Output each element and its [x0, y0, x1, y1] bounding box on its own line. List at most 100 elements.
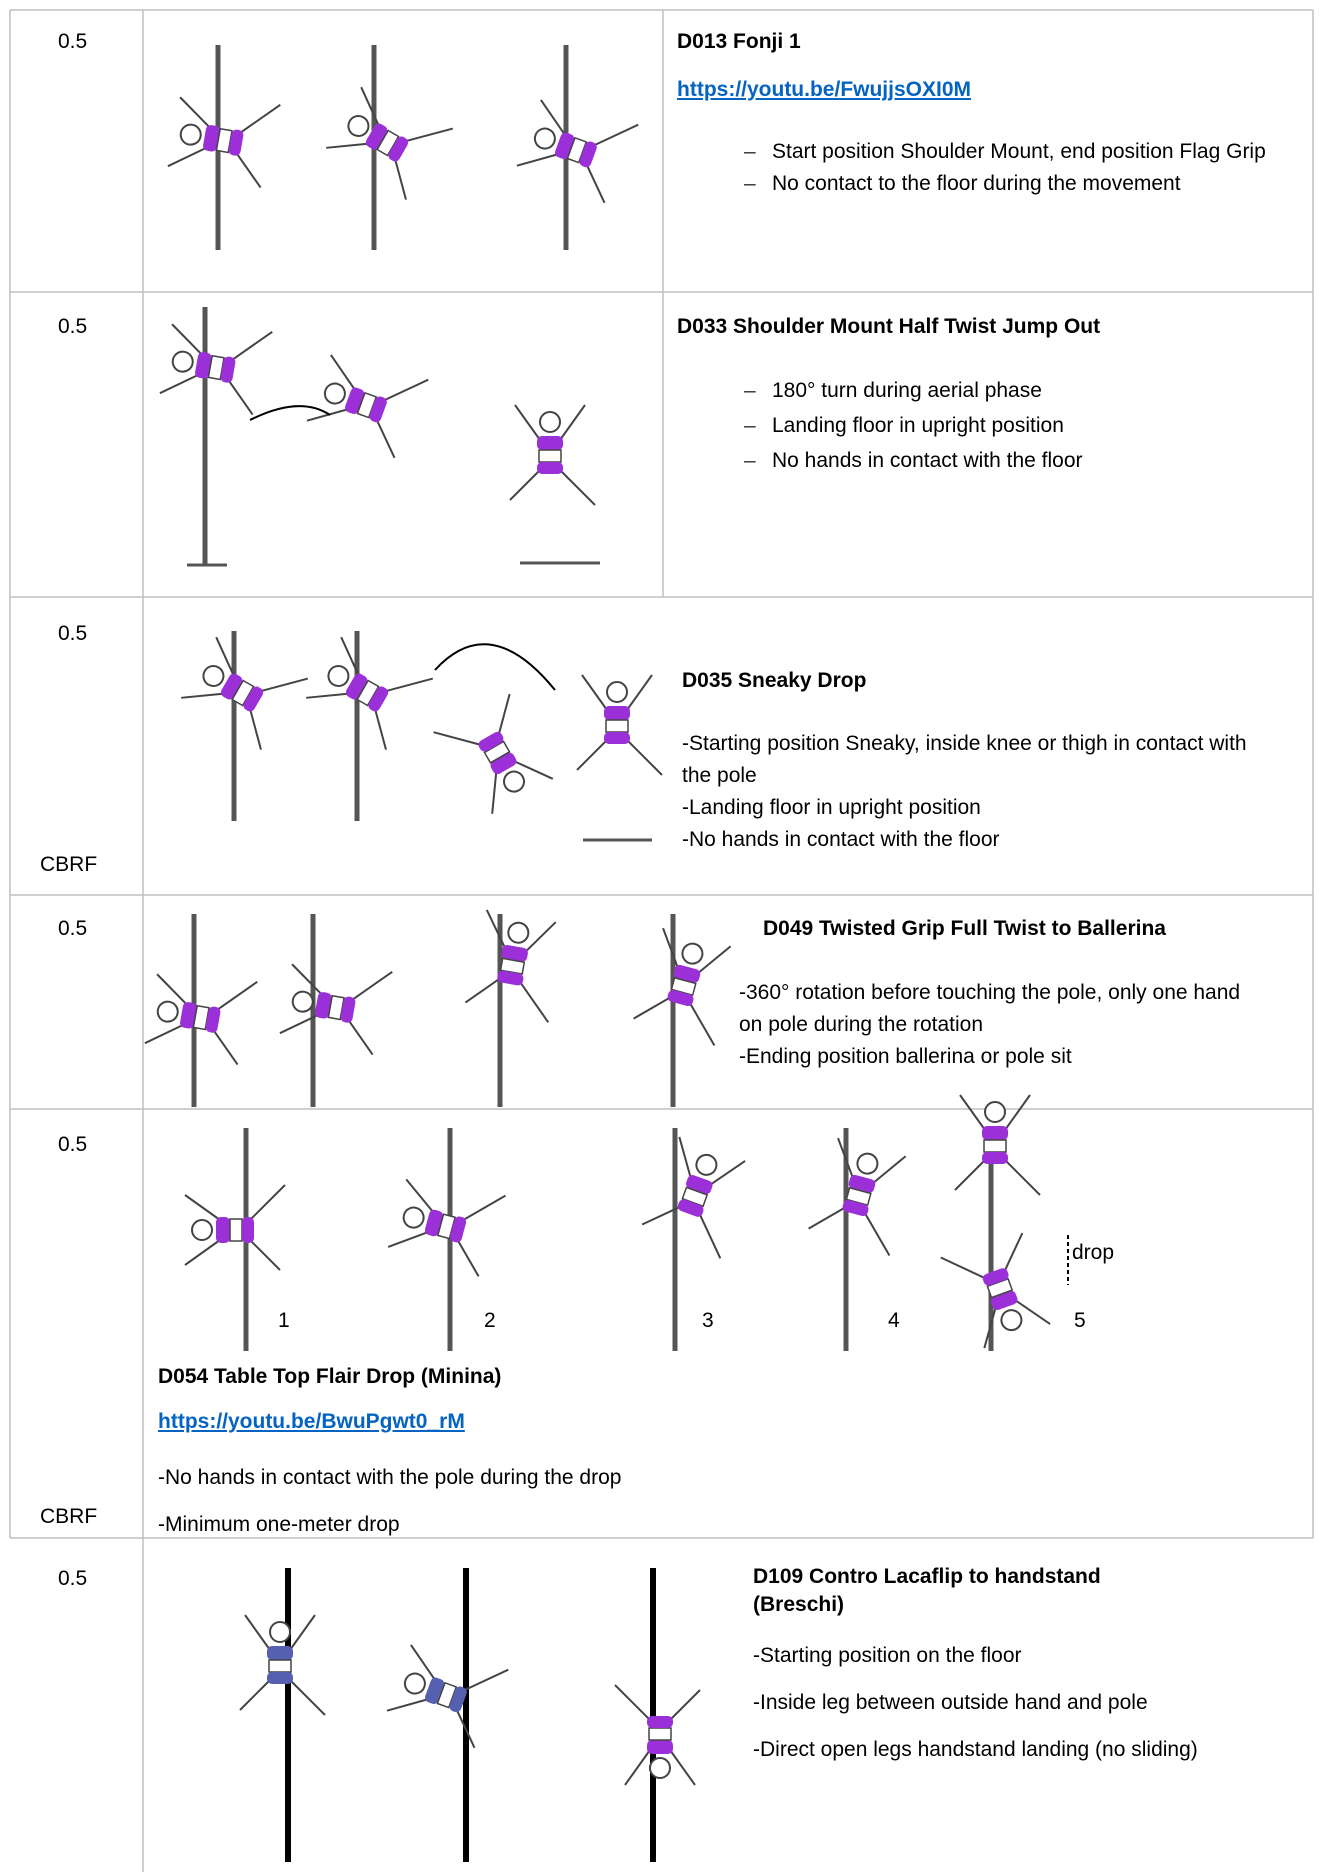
figure — [386, 1644, 509, 1749]
arrow — [434, 643, 556, 691]
score: 0.5 — [58, 30, 88, 53]
top — [345, 673, 368, 700]
figure — [516, 99, 639, 204]
top — [982, 1126, 1008, 1140]
figure — [306, 636, 434, 750]
limbs — [954, 1094, 1041, 1196]
torso — [986, 1277, 1014, 1299]
figure — [633, 927, 732, 1046]
head — [649, 1757, 671, 1779]
head — [984, 1101, 1006, 1123]
bottom — [579, 141, 597, 168]
head — [269, 1621, 291, 1643]
bottom — [243, 686, 264, 712]
head — [179, 123, 202, 146]
description: -Starting position on the floor -Inside … — [753, 1641, 1273, 1765]
limbs — [181, 636, 309, 750]
score: 0.5 — [58, 315, 88, 338]
head — [347, 115, 370, 137]
torso — [681, 1186, 709, 1208]
bottom — [842, 1200, 869, 1217]
figure — [159, 323, 273, 416]
figure — [641, 1136, 746, 1259]
top — [604, 706, 630, 720]
limbs — [614, 1684, 701, 1786]
figure — [433, 693, 554, 814]
line: -Minimum one-meter drop — [158, 1513, 400, 1536]
head — [291, 990, 314, 1013]
torso — [215, 127, 233, 154]
head — [856, 1152, 879, 1175]
torso — [483, 740, 511, 764]
figure — [279, 963, 393, 1056]
top — [220, 673, 243, 700]
head — [695, 1153, 718, 1176]
head — [507, 921, 530, 944]
torso — [538, 449, 562, 463]
line: -No hands in contact with the floor — [682, 828, 1000, 851]
bullet: Start position Shoulder Mount, end posit… — [744, 136, 1307, 168]
figure-label: drop — [1072, 1241, 1115, 1264]
top — [216, 1217, 230, 1243]
limbs — [808, 1137, 907, 1256]
head — [191, 1219, 213, 1241]
figure — [940, 1232, 1051, 1349]
limbs — [184, 1184, 286, 1271]
torso — [436, 1681, 458, 1709]
bottom — [497, 970, 524, 986]
move-title: D013 Fonji 1 — [677, 30, 801, 53]
figure-label: 1 — [278, 1309, 290, 1332]
head — [327, 665, 350, 687]
limbs — [306, 636, 434, 750]
bottom — [449, 1686, 467, 1713]
bottom — [267, 1672, 293, 1684]
head — [323, 382, 346, 405]
torso — [499, 957, 526, 975]
limbs — [641, 1136, 746, 1259]
move-title: D054 Table Top Flair Drop (Minina) — [158, 1365, 502, 1388]
bottom — [340, 996, 356, 1023]
limbs — [633, 927, 732, 1046]
video-link[interactable]: https://youtu.be/BwuPgwt0_rM — [158, 1410, 465, 1433]
limbs — [167, 96, 281, 189]
head — [202, 665, 225, 687]
score: 0.5 — [58, 1133, 88, 1156]
score: 0.5 — [58, 917, 88, 940]
line: -Starting position on the floor — [753, 1644, 1022, 1667]
bottom — [368, 686, 389, 712]
torso — [983, 1139, 1007, 1153]
bottom — [450, 1216, 467, 1243]
head — [503, 770, 525, 793]
figure-label: 2 — [484, 1309, 496, 1332]
top — [180, 1002, 197, 1029]
limbs — [387, 1178, 506, 1277]
bottom — [604, 732, 630, 744]
bottom — [205, 1006, 221, 1033]
figure — [184, 1184, 286, 1271]
torso — [356, 391, 378, 419]
figure — [509, 404, 596, 506]
limbs — [279, 963, 393, 1056]
bullet: No hands in contact with the floor — [744, 443, 1307, 478]
head — [171, 350, 194, 373]
video-link[interactable]: https://youtu.be/FwujjsOXI0M — [677, 78, 971, 101]
limbs — [159, 323, 273, 416]
move-title: D049 Twisted Grip Full Twist to Ballerin… — [763, 917, 1166, 940]
limbs — [433, 693, 554, 814]
table-borders — [9, 9, 1314, 1872]
score: 0.5 — [58, 622, 88, 645]
line: -Starting position Sneaky, inside knee o… — [682, 732, 1247, 787]
move-title: D109 Contro Lacaflip to handstand (Bresc… — [753, 1565, 1101, 1616]
line: -360° rotation before touching the pole,… — [739, 981, 1241, 1036]
description: -No hands in contact with the pole durin… — [158, 1454, 621, 1548]
line: -Landing floor in upright position — [682, 796, 981, 819]
torso — [207, 354, 225, 381]
line: -Inside leg between outside hand and pol… — [753, 1691, 1148, 1714]
limbs — [509, 404, 596, 506]
top — [203, 125, 220, 152]
torso — [670, 976, 697, 997]
head — [1000, 1309, 1023, 1332]
bottom — [388, 136, 409, 162]
top — [647, 1740, 673, 1754]
